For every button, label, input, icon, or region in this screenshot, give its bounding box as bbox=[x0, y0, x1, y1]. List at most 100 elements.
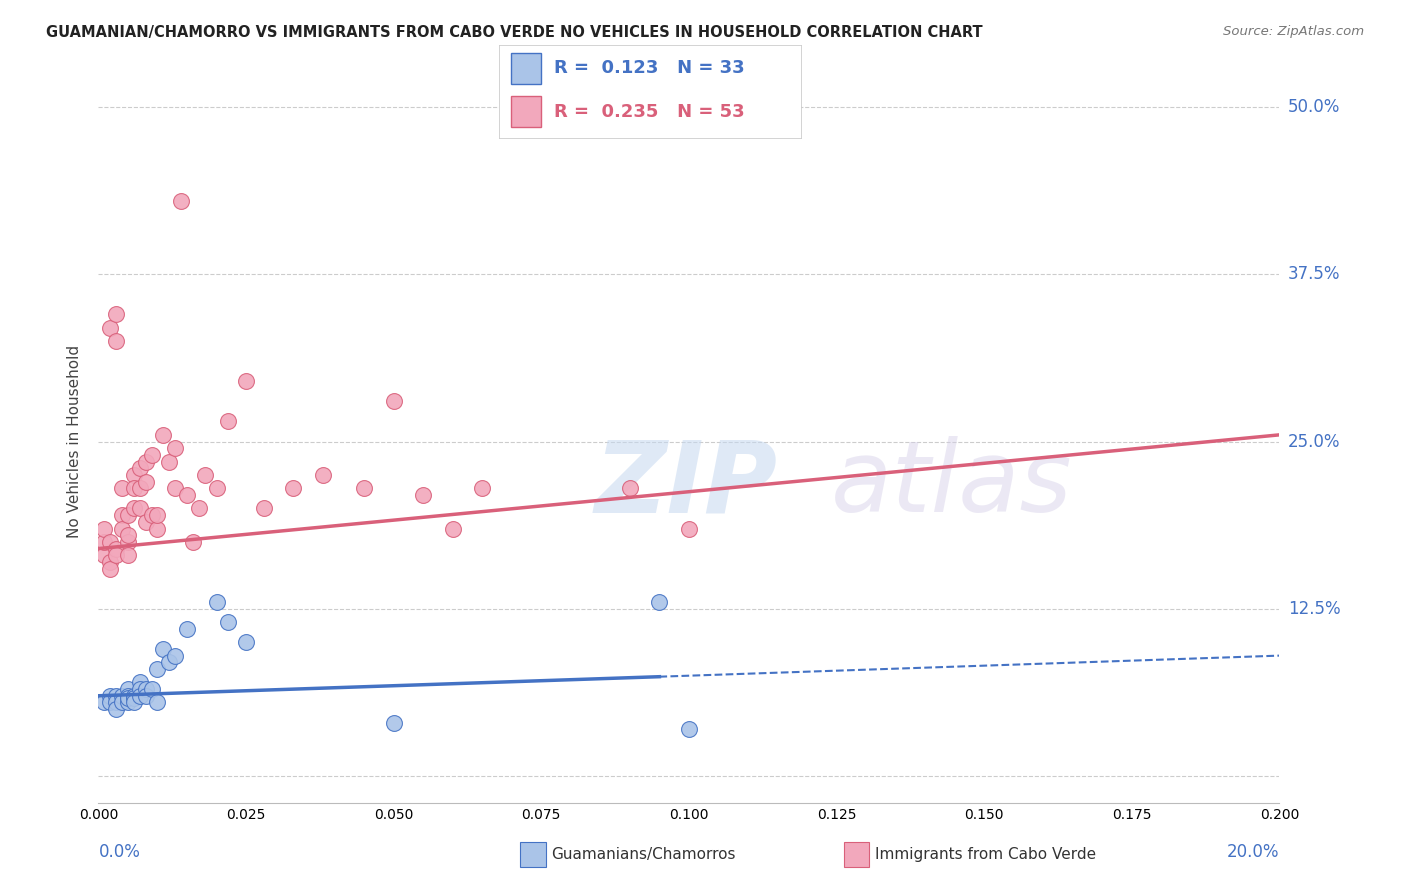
Point bbox=[165, 648, 187, 663]
Point bbox=[128, 675, 150, 690]
Point bbox=[105, 541, 128, 556]
Point bbox=[117, 689, 139, 703]
Point bbox=[128, 461, 150, 475]
Point bbox=[98, 320, 121, 334]
Point bbox=[678, 723, 700, 737]
Point bbox=[135, 455, 157, 469]
Point bbox=[141, 448, 163, 462]
Point bbox=[111, 696, 134, 710]
Point bbox=[176, 488, 198, 502]
Point bbox=[217, 615, 239, 630]
Point bbox=[165, 442, 187, 455]
Point bbox=[135, 515, 157, 529]
Bar bbox=[512, 96, 541, 127]
Point bbox=[105, 689, 128, 703]
Point bbox=[122, 691, 145, 706]
Point bbox=[117, 528, 139, 542]
Point bbox=[98, 555, 121, 569]
Point bbox=[105, 702, 128, 716]
Point bbox=[128, 681, 150, 696]
Point bbox=[135, 681, 157, 696]
Point bbox=[122, 501, 145, 516]
Point bbox=[93, 535, 115, 549]
Point bbox=[111, 521, 134, 535]
Point bbox=[146, 508, 169, 523]
Point bbox=[98, 689, 121, 703]
Point bbox=[105, 307, 128, 322]
Point bbox=[128, 482, 150, 496]
Point bbox=[128, 689, 150, 703]
Point bbox=[117, 681, 139, 696]
Point bbox=[135, 689, 157, 703]
Y-axis label: No Vehicles in Household: No Vehicles in Household bbox=[67, 345, 83, 538]
Text: 50.0%: 50.0% bbox=[1288, 98, 1340, 116]
Point bbox=[111, 689, 134, 703]
Point bbox=[135, 475, 157, 489]
Point bbox=[187, 501, 209, 516]
Point bbox=[441, 521, 464, 535]
Point bbox=[152, 642, 174, 657]
Point bbox=[412, 488, 434, 502]
Point bbox=[122, 696, 145, 710]
Point bbox=[98, 696, 121, 710]
Point bbox=[117, 696, 139, 710]
Point bbox=[122, 467, 145, 482]
Point bbox=[111, 482, 134, 496]
Point bbox=[117, 535, 139, 549]
Point bbox=[382, 715, 405, 730]
Point bbox=[146, 662, 169, 676]
Text: 0.0%: 0.0% bbox=[98, 843, 141, 861]
Point bbox=[217, 414, 239, 429]
Text: GUAMANIAN/CHAMORRO VS IMMIGRANTS FROM CABO VERDE NO VEHICLES IN HOUSEHOLD CORREL: GUAMANIAN/CHAMORRO VS IMMIGRANTS FROM CA… bbox=[46, 25, 983, 40]
Point bbox=[105, 696, 128, 710]
Point bbox=[146, 696, 169, 710]
Point bbox=[619, 482, 641, 496]
Text: atlas: atlas bbox=[831, 436, 1073, 533]
Point bbox=[176, 622, 198, 636]
Point bbox=[283, 482, 305, 496]
Point bbox=[141, 508, 163, 523]
Point bbox=[181, 535, 204, 549]
Point bbox=[382, 394, 405, 409]
Text: ZIP: ZIP bbox=[595, 436, 778, 533]
Point bbox=[117, 691, 139, 706]
Point bbox=[205, 595, 228, 609]
Point bbox=[157, 455, 180, 469]
Text: 25.0%: 25.0% bbox=[1288, 433, 1340, 450]
Point bbox=[105, 334, 128, 349]
Point bbox=[98, 535, 121, 549]
Point bbox=[253, 501, 276, 516]
Bar bbox=[512, 53, 541, 84]
Point bbox=[105, 548, 128, 563]
Point bbox=[98, 562, 121, 576]
Point bbox=[235, 375, 257, 389]
Point bbox=[117, 548, 139, 563]
Point bbox=[353, 482, 375, 496]
Point bbox=[128, 501, 150, 516]
Text: R =  0.123   N = 33: R = 0.123 N = 33 bbox=[554, 60, 744, 78]
Point bbox=[235, 635, 257, 649]
Point bbox=[678, 521, 700, 535]
Text: 37.5%: 37.5% bbox=[1288, 265, 1340, 284]
Text: Source: ZipAtlas.com: Source: ZipAtlas.com bbox=[1223, 25, 1364, 38]
Point bbox=[471, 482, 494, 496]
Point bbox=[146, 521, 169, 535]
Point bbox=[312, 467, 335, 482]
Point bbox=[111, 508, 134, 523]
Point bbox=[117, 508, 139, 523]
Point bbox=[93, 521, 115, 535]
Text: Guamanians/Chamorros: Guamanians/Chamorros bbox=[551, 847, 735, 862]
Text: R =  0.235   N = 53: R = 0.235 N = 53 bbox=[554, 103, 744, 120]
Point bbox=[205, 482, 228, 496]
Point bbox=[122, 689, 145, 703]
Text: Immigrants from Cabo Verde: Immigrants from Cabo Verde bbox=[875, 847, 1095, 862]
Point bbox=[93, 696, 115, 710]
Point bbox=[157, 655, 180, 669]
Text: 20.0%: 20.0% bbox=[1227, 843, 1279, 861]
Point bbox=[194, 467, 217, 482]
Text: 12.5%: 12.5% bbox=[1288, 599, 1340, 618]
Point bbox=[93, 548, 115, 563]
Point bbox=[141, 681, 163, 696]
Point bbox=[122, 482, 145, 496]
Point bbox=[152, 428, 174, 442]
